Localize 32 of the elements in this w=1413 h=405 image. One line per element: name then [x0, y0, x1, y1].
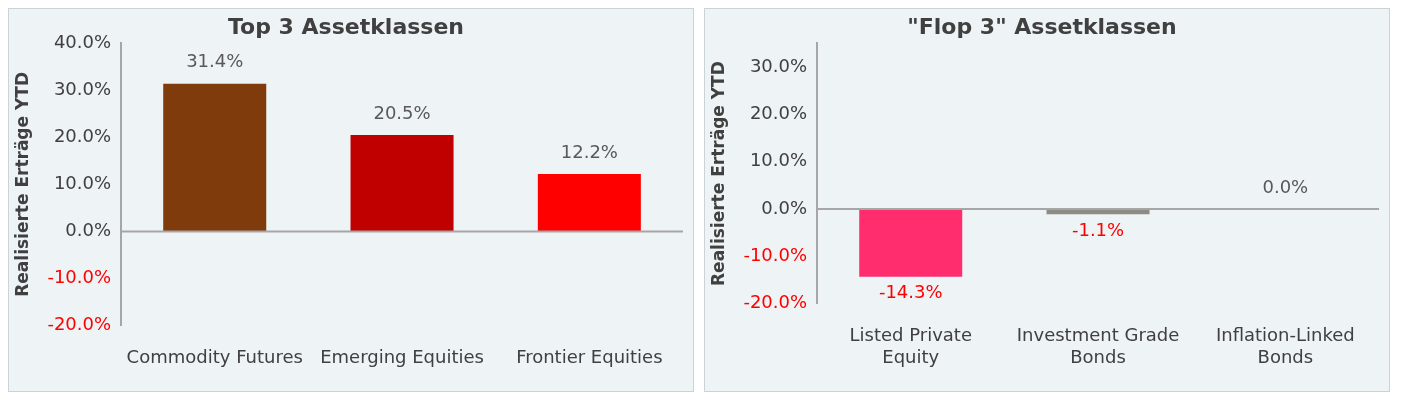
- y-tick-label: 30.0%: [749, 54, 808, 76]
- y-tick-label: -10.0%: [47, 266, 112, 288]
- y-tick-label: 20.0%: [53, 125, 112, 147]
- x-tick-label: Commodity Futures: [126, 345, 303, 367]
- data-label: 20.5%: [373, 101, 431, 123]
- y-tick-label: 20.0%: [749, 102, 808, 124]
- y-tick-label: 10.0%: [749, 149, 808, 171]
- data-label: -14.3%: [878, 281, 943, 303]
- data-label: 0.0%: [1262, 175, 1309, 197]
- chart-title: "Flop 3" Assetklassen: [907, 13, 1177, 39]
- data-label: 31.4%: [186, 50, 244, 72]
- data-label: -1.1%: [1071, 218, 1125, 240]
- y-tick-label: -10.0%: [743, 244, 808, 266]
- y-tick-label: -20.0%: [743, 291, 808, 313]
- x-tick-label: Inflation-Linked Bonds: [1215, 324, 1355, 367]
- y-tick-label: -20.0%: [47, 313, 112, 335]
- x-tick-label: Frontier Equities: [516, 345, 663, 367]
- y-tick-label: 30.0%: [53, 78, 112, 100]
- y-tick-label: 40.0%: [53, 31, 112, 53]
- x-tick-label: Emerging Equities: [320, 345, 484, 367]
- bar: [350, 135, 454, 232]
- y-tick-label: 10.0%: [53, 172, 112, 194]
- data-label: 12.2%: [560, 140, 618, 162]
- y-axis-title: Realisierte Erträge YTD: [11, 72, 32, 297]
- y-tick-label: 0.0%: [65, 219, 112, 241]
- bar: [163, 83, 267, 232]
- y-axis-title: Realisierte Erträge YTD: [707, 61, 728, 286]
- chart-title: Top 3 Assetklassen: [227, 13, 465, 39]
- x-tick-label: Listed Private Equity: [849, 324, 972, 367]
- y-tick-label: 0.0%: [761, 196, 808, 218]
- x-tick-label: Investment Grade Bonds: [1016, 324, 1180, 367]
- bar: [537, 174, 641, 232]
